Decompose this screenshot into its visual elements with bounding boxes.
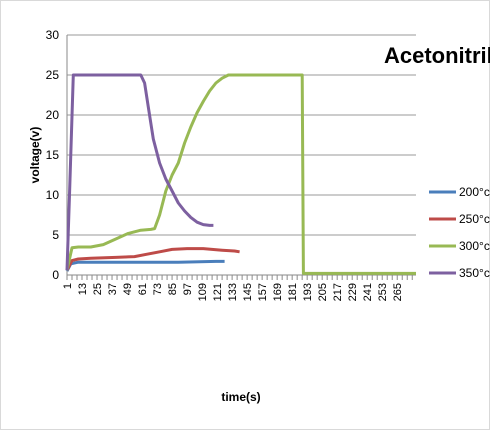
- x-tick-label: 181: [287, 283, 299, 301]
- legend-label: 300°c: [459, 239, 490, 253]
- series-line-2: [65, 247, 240, 271]
- x-tick-label: 85: [167, 283, 179, 295]
- x-axis-label: time(s): [221, 390, 260, 404]
- series-line-3: [65, 73, 416, 275]
- x-tick-label: 13: [77, 283, 89, 295]
- x-tick-label: 157: [257, 283, 269, 301]
- x-tick-label: 61: [137, 283, 149, 295]
- legend-label: 200°c: [459, 185, 490, 199]
- y-tick-label: 15: [46, 148, 60, 162]
- y-tick-label: 10: [46, 188, 60, 202]
- y-tick-label: 30: [46, 28, 60, 42]
- series-line-4: [65, 73, 214, 271]
- y-tick-label: 20: [46, 108, 60, 122]
- x-tick-label: 1: [62, 283, 74, 289]
- chart-title: Acetonitrile: [384, 43, 490, 68]
- x-tick-label: 241: [362, 283, 374, 301]
- x-tick-label: 205: [317, 283, 329, 301]
- x-tick-label: 217: [332, 283, 344, 301]
- y-tick-label: 25: [46, 68, 60, 82]
- x-tick-label: 229: [347, 283, 359, 301]
- y-tick-label: 0: [52, 268, 59, 282]
- legend-label: 250°c: [459, 212, 490, 226]
- x-tick-label: 25: [92, 283, 104, 295]
- x-tick-label: 109: [197, 283, 209, 301]
- y-axis-label: voltage(v): [28, 127, 42, 184]
- x-tick-label: 265: [392, 283, 404, 301]
- x-tick-label: 193: [302, 283, 314, 301]
- x-tick-label: 97: [182, 283, 194, 295]
- x-tick-label: 253: [377, 283, 389, 301]
- x-tick-label: 73: [152, 283, 164, 295]
- y-tick-label: 5: [52, 228, 59, 242]
- x-tick-label: 169: [272, 283, 284, 301]
- series-line-1: [65, 259, 225, 272]
- x-tick-label: 133: [227, 283, 239, 301]
- legend-label: 350°c: [459, 266, 490, 280]
- x-tick-label: 145: [242, 283, 254, 301]
- x-tick-label: 37: [107, 283, 119, 295]
- x-tick-label: 121: [212, 283, 224, 301]
- x-tick-label: 49: [122, 283, 134, 295]
